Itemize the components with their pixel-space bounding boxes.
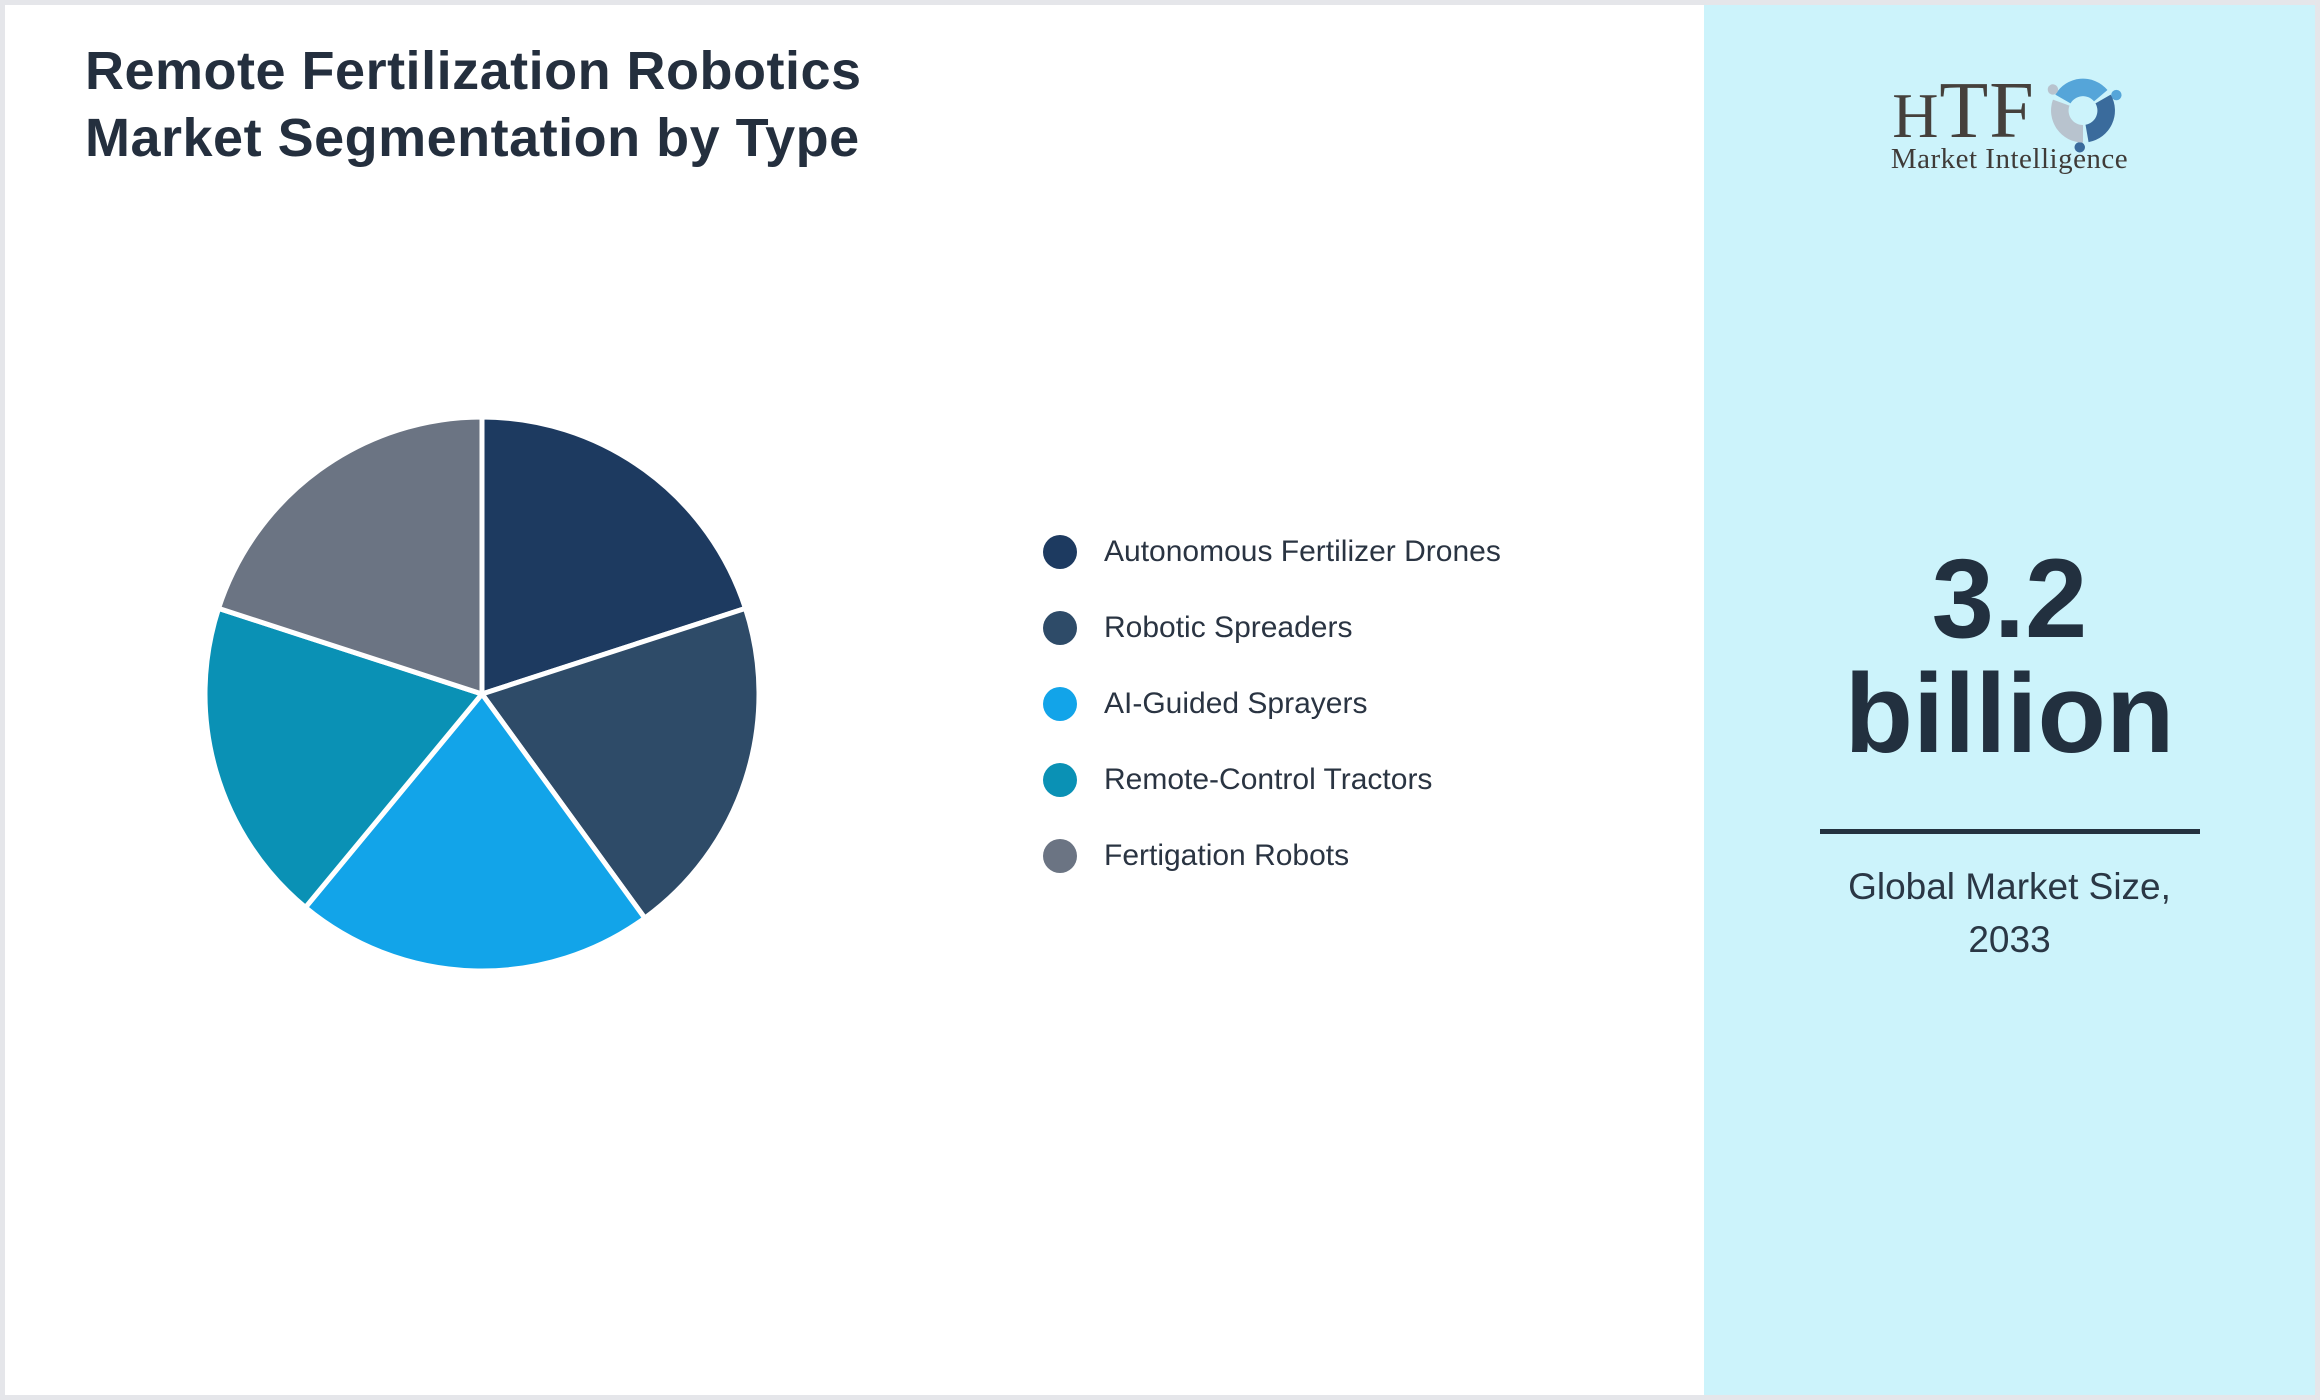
legend-swatch-icon	[1043, 687, 1077, 721]
divider-line	[1819, 829, 2200, 834]
pie-slice-3	[202, 605, 487, 911]
pie-slice-4	[215, 414, 485, 698]
legend-label: Remote-Control Tractors	[1104, 763, 1433, 796]
market-size-value: 3.2 billion	[1844, 536, 2175, 777]
brand-logo-row: HTF	[1704, 69, 2315, 153]
legend-label: AI-Guided Sprayers	[1104, 687, 1368, 720]
legend-item: Remote-Control Tractors	[1043, 763, 1501, 797]
chart-legend: Autonomous Fertilizer Drones Robotic Spre…	[1043, 535, 1501, 915]
legend-label: Fertigation Robots	[1104, 839, 1350, 872]
legend-swatch-icon	[1043, 839, 1077, 873]
legend-item: AI-Guided Sprayers	[1043, 687, 1501, 721]
pie-slice-1	[477, 605, 762, 922]
sidebar: HTF Market Intelligence	[1704, 5, 2315, 1395]
brand-logo: HTF Market Intelligence	[1704, 69, 2315, 176]
pie-slice-2	[301, 689, 649, 974]
legend-item: Robotic Spreaders	[1043, 611, 1501, 645]
pie-slice-0	[479, 414, 749, 698]
legend-swatch-icon	[1043, 763, 1077, 797]
brand-name: HTF	[1892, 67, 2035, 155]
legend-item: Autonomous Fertilizer Drones	[1043, 535, 1501, 569]
pie-chart	[202, 414, 762, 974]
legend-item: Fertigation Robots	[1043, 839, 1501, 873]
chart-area: Remote Fertilization Robotics Market Seg…	[5, 5, 1704, 1395]
market-size-caption: Global Market Size, 2033	[1848, 866, 2171, 960]
legend-swatch-icon	[1043, 611, 1077, 645]
brand-swirl-icon	[2047, 78, 2122, 153]
legend-swatch-icon	[1043, 535, 1077, 569]
legend-label: Robotic Spreaders	[1104, 611, 1353, 644]
brand-tagline: Market Intelligence	[1890, 143, 2129, 175]
legend-label: Autonomous Fertilizer Drones	[1104, 535, 1501, 568]
market-size-stat: 3.2 billion	[1704, 541, 2315, 772]
page-title: Remote Fertilization Robotics Market Seg…	[85, 41, 862, 168]
